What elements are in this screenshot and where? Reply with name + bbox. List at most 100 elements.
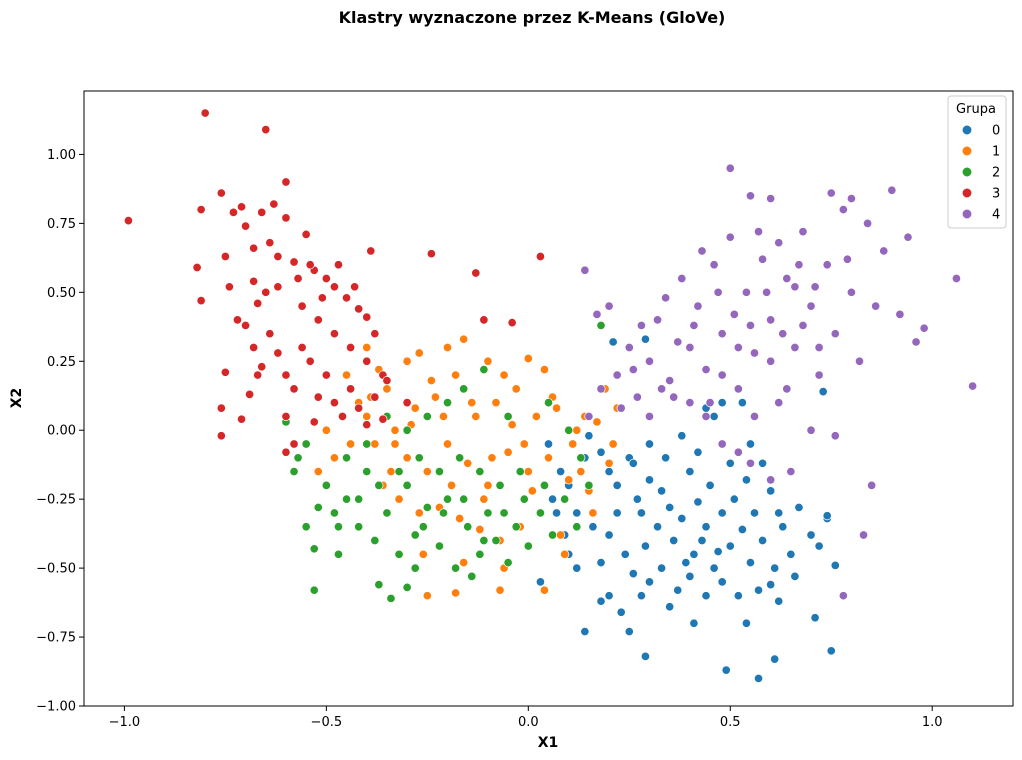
scatter-point-cluster-2 (475, 549, 485, 559)
scatter-point-cluster-2 (370, 535, 380, 546)
scatter-point-cluster-3 (224, 282, 234, 292)
scatter-point-cluster-0 (830, 560, 840, 570)
scatter-point-cluster-1 (362, 342, 372, 353)
scatter-point-cluster-2 (535, 508, 545, 518)
scatter-point-cluster-4 (758, 254, 768, 264)
scatter-point-cluster-0 (766, 486, 776, 496)
scatter-point-cluster-2 (422, 502, 432, 512)
scatter-point-cluster-1 (313, 467, 323, 477)
scatter-point-cluster-4 (644, 411, 655, 421)
y-tick-label: −0.25 (36, 493, 76, 508)
scatter-point-cluster-4 (863, 218, 873, 228)
scatter-point-cluster-0 (758, 535, 768, 546)
scatter-point-cluster-1 (471, 411, 481, 421)
scatter-point-cluster-3 (301, 229, 311, 239)
scatter-point-cluster-2 (414, 453, 424, 463)
scatter-point-cluster-2 (422, 411, 432, 421)
scatter-point-cluster-1 (564, 475, 574, 485)
scatter-point-cluster-2 (451, 563, 461, 573)
scatter-point-cluster-2 (374, 480, 384, 490)
scatter-point-cluster-3 (362, 356, 372, 366)
scatter-point-cluster-1 (592, 417, 602, 427)
scatter-point-cluster-0 (701, 591, 711, 601)
scatter-point-cluster-0 (689, 549, 699, 559)
scatter-point-cluster-3 (366, 246, 376, 256)
scatter-point-cluster-3 (273, 348, 283, 358)
scatter-point-cluster-3 (305, 356, 315, 366)
scatter-point-cluster-0 (665, 502, 675, 512)
scatter-point-cluster-2 (289, 467, 299, 477)
scatter-point-cluster-2 (333, 549, 344, 559)
scatter-point-cluster-3 (241, 221, 251, 231)
scatter-point-cluster-0 (620, 549, 630, 559)
scatter-point-cluster-0 (653, 522, 663, 532)
scatter-point-cluster-0 (786, 549, 796, 559)
scatter-point-cluster-4 (814, 342, 824, 353)
scatter-point-cluster-1 (451, 588, 461, 598)
scatter-point-cluster-0 (701, 522, 711, 532)
scatter-point-cluster-4 (762, 287, 772, 297)
x-axis-label: X1 (538, 735, 559, 751)
scatter-point-cluster-3 (281, 411, 291, 421)
scatter-point-cluster-0 (770, 654, 780, 664)
scatter-point-cluster-3 (281, 370, 291, 380)
scatter-point-cluster-2 (499, 508, 509, 518)
legend-items: 0 1 2 3 4 (961, 124, 1000, 223)
scatter-point-cluster-0 (685, 571, 695, 581)
scatter-point-cluster-4 (725, 163, 735, 173)
x-tick-label: 0.0 (518, 715, 539, 730)
scatter-point-cluster-0 (612, 480, 622, 490)
scatter-point-cluster-0 (552, 508, 562, 518)
scatter-point-cluster-3 (257, 362, 267, 372)
scatter-point-cluster-2 (543, 398, 554, 408)
scatter-point-cluster-0 (709, 563, 719, 573)
plot-frame (83, 90, 1014, 707)
scatter-point-cluster-3 (333, 260, 344, 270)
scatter-point-cluster-2 (491, 535, 501, 546)
scatter-point-cluster-0 (753, 585, 764, 595)
scatter-point-cluster-2 (321, 480, 331, 490)
scatter-point-cluster-4 (709, 260, 719, 270)
scatter-point-cluster-4 (814, 370, 824, 380)
scatter-point-cluster-4 (705, 398, 715, 408)
scatter-point-cluster-0 (580, 626, 590, 637)
scatter-point-cluster-0 (588, 522, 598, 532)
scatter-point-cluster-4 (766, 315, 776, 325)
scatter-point-cluster-1 (414, 508, 424, 518)
scatter-point-cluster-2 (362, 439, 372, 449)
scatter-point-cluster-2 (362, 467, 372, 477)
scatter-point-cluster-3 (378, 414, 388, 424)
scatter-point-cluster-1 (560, 549, 570, 559)
scatter-point-cluster-0 (596, 558, 606, 568)
scatter-point-cluster-4 (665, 376, 675, 386)
scatter-point-cluster-3 (265, 329, 275, 339)
scatter-point-cluster-3 (402, 398, 412, 408)
scatter-point-cluster-3 (289, 384, 299, 394)
scatter-point-cluster-4 (729, 309, 739, 319)
scatter-point-cluster-0 (657, 563, 667, 573)
scatter-point-cluster-0 (665, 602, 675, 612)
legend: Grupa 0 1 2 3 4 (947, 95, 1007, 229)
scatter-point-cluster-4 (842, 254, 852, 264)
scatter-point-cluster-4 (717, 329, 727, 339)
scatter-point-cluster-4 (895, 309, 905, 319)
scatter-point-cluster-4 (701, 364, 711, 375)
scatter-point-cluster-4 (644, 356, 655, 366)
scatter-point-cluster-4 (733, 447, 743, 457)
scatter-point-cluster-1 (475, 524, 485, 535)
scatter-point-cluster-4 (830, 329, 840, 339)
y-tick-label: 0.50 (47, 286, 76, 301)
scatter-point-cluster-3 (317, 293, 327, 303)
scatter-point-cluster-2 (402, 425, 412, 435)
scatter-point-cluster-1 (495, 585, 505, 595)
scatter-point-cluster-0 (596, 596, 606, 606)
scatter-point-cluster-0 (766, 580, 776, 590)
scatter-point-cluster-2 (410, 563, 420, 573)
scatter-point-cluster-2 (293, 453, 303, 463)
scatter-point-cluster-1 (507, 420, 517, 430)
scatter-point-cluster-0 (693, 447, 703, 457)
scatter-point-cluster-4 (604, 301, 614, 311)
scatter-point-cluster-4 (628, 364, 638, 375)
scatter-point-cluster-2 (495, 480, 505, 490)
scatter-point-cluster-4 (612, 370, 622, 380)
